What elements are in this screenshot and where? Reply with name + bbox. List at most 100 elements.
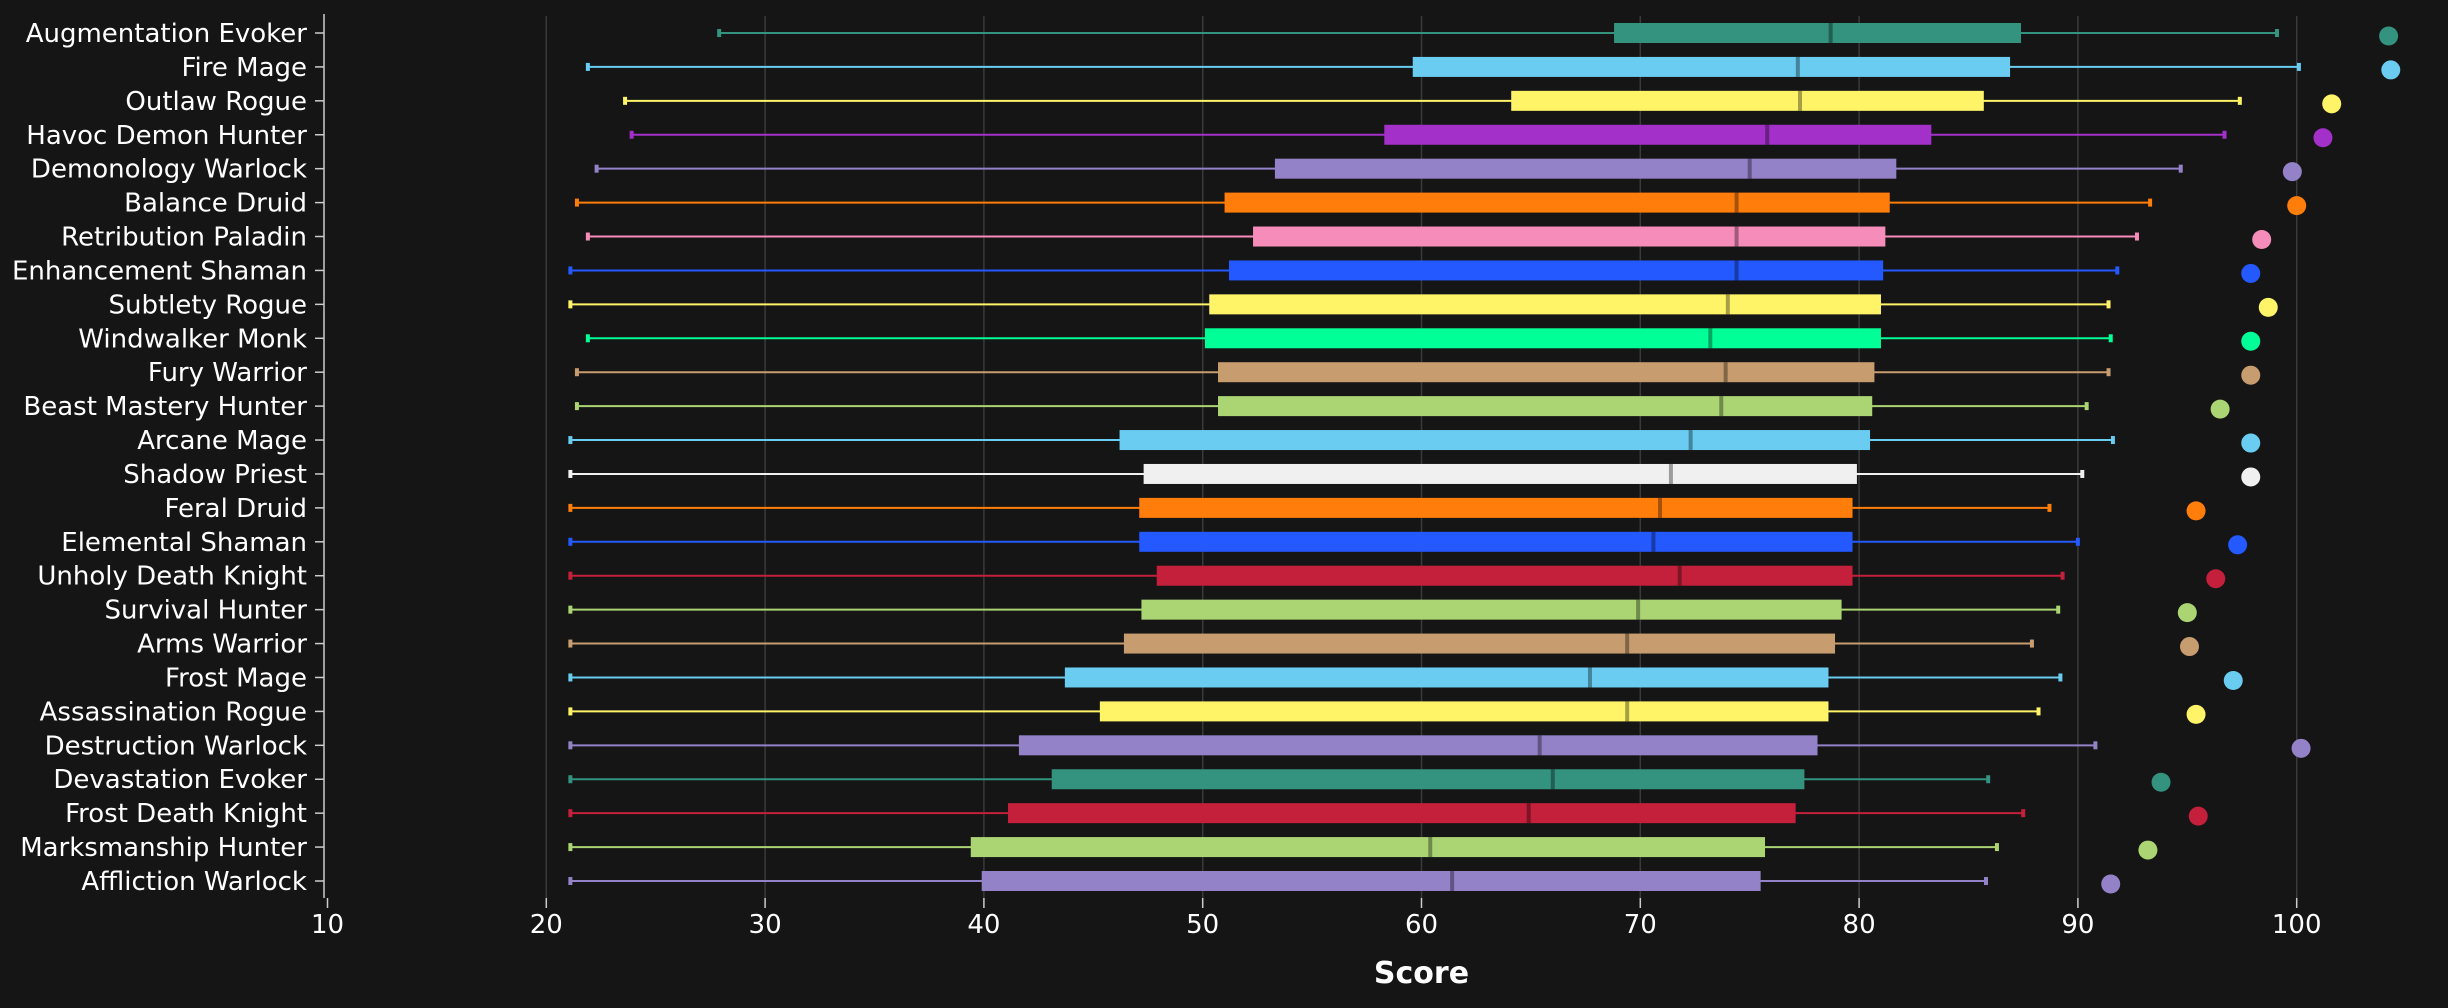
category-label: Affliction Warlock: [81, 867, 307, 897]
iqr-box: [1139, 497, 1853, 518]
category-label: Survival Hunter: [105, 596, 308, 626]
box-row: [717, 23, 2399, 46]
box-row: [585, 328, 2261, 351]
box-row: [568, 463, 2261, 487]
box-row: [568, 565, 2226, 589]
iqr-box: [1064, 667, 1829, 688]
iqr-box: [1228, 260, 1884, 281]
box-row: [568, 701, 2206, 724]
top-score-dot: [2241, 467, 2261, 487]
box-row: [594, 158, 2302, 182]
category-label: Fury Warrior: [148, 358, 307, 388]
category-label: Outlaw Rogue: [125, 87, 307, 117]
box-row: [585, 226, 2272, 250]
category-label: Windwalker Monk: [78, 324, 307, 354]
box-row: [568, 871, 2121, 894]
top-score-dot: [2188, 806, 2208, 826]
top-score-dot: [2282, 162, 2302, 182]
plot-area: [568, 23, 2401, 894]
iqr-box: [1412, 56, 2011, 77]
top-score-dot: [2258, 297, 2278, 317]
iqr-box: [981, 871, 1761, 891]
iqr-box: [1511, 90, 1984, 111]
category-label: Fire Mage: [181, 53, 307, 83]
category-label: Arms Warrior: [137, 630, 307, 660]
iqr-box: [1018, 735, 1818, 756]
box-row: [568, 633, 2199, 657]
box-row: [574, 396, 2230, 419]
x-tick-label: 90: [2061, 910, 2094, 940]
category-label: Unholy Death Knight: [37, 562, 307, 592]
iqr-box: [1218, 396, 1873, 417]
top-score-dot: [2313, 128, 2333, 148]
top-score-dot: [2177, 603, 2197, 623]
box-row: [568, 735, 2311, 758]
top-score-dot: [2381, 60, 2401, 80]
top-score-dot: [2241, 433, 2261, 453]
box-row: [568, 260, 2261, 283]
category-label: Beast Mastery Hunter: [23, 392, 307, 422]
grid-lines: [545, 16, 2298, 898]
iqr-box: [1204, 328, 1881, 349]
iqr-box: [1123, 633, 1836, 654]
iqr-box: [1224, 192, 1890, 213]
x-tick-label: 10: [311, 910, 344, 940]
iqr-box: [1253, 226, 1886, 247]
x-tick-label: 20: [530, 910, 563, 940]
category-label: Shadow Priest: [123, 460, 307, 490]
top-score-dot: [2287, 196, 2307, 216]
category-label: Devastation Evoker: [53, 765, 307, 795]
category-label: Subtlety Rogue: [108, 290, 307, 320]
top-score-dot: [2138, 840, 2158, 860]
box-row: [568, 430, 2261, 453]
iqr-box: [1156, 565, 1853, 586]
top-score-dot: [2186, 501, 2206, 521]
top-score-dot: [2179, 637, 2199, 657]
category-label: Enhancement Shaman: [12, 256, 307, 286]
top-score-dot: [2223, 670, 2243, 690]
x-tick-label: 50: [1186, 910, 1219, 940]
iqr-box: [970, 837, 1766, 858]
box-row: [568, 803, 2208, 826]
category-label: Frost Mage: [165, 663, 307, 693]
box-row: [585, 56, 2401, 80]
x-tick-label: 40: [967, 910, 1000, 940]
box-row: [568, 294, 2278, 317]
top-score-dot: [2210, 399, 2230, 419]
x-axis: 10 20 30 40 50 60 70 80 90 100: [311, 898, 2322, 940]
category-label: Frost Death Knight: [65, 799, 307, 829]
top-score-dot: [2322, 94, 2342, 114]
x-tick-label: 100: [2272, 910, 2322, 940]
box-row: [574, 362, 2261, 385]
category-label: Marksmanship Hunter: [20, 833, 307, 863]
top-score-dot: [2252, 230, 2272, 250]
category-label: Balance Druid: [124, 189, 307, 219]
top-score-dot: [2101, 874, 2121, 894]
box-row: [568, 769, 2171, 792]
iqr-box: [1614, 23, 2022, 43]
top-score-dot: [2379, 26, 2399, 46]
box-row: [574, 192, 2307, 216]
box-row: [568, 497, 2206, 521]
box-row: [568, 837, 2158, 860]
box-row: [568, 531, 2248, 555]
box-row: [568, 599, 2197, 623]
y-axis: Augmentation Evoker Fire Mage Outlaw Rogue…: [12, 14, 325, 898]
category-label: Destruction Warlock: [45, 731, 307, 761]
category-label: Retribution Paladin: [61, 223, 307, 253]
top-score-dot: [2291, 738, 2311, 758]
iqr-box: [1141, 599, 1842, 620]
top-score-dot: [2206, 569, 2226, 589]
iqr-box: [1384, 124, 1932, 145]
iqr-box: [1218, 362, 1875, 383]
category-label: Havoc Demon Hunter: [26, 121, 307, 151]
top-score-dot: [2241, 263, 2261, 283]
x-tick-label: 30: [749, 910, 782, 940]
x-axis-title: Score: [1374, 956, 1469, 991]
top-score-dot: [2186, 704, 2206, 724]
iqr-box: [1209, 294, 1881, 315]
iqr-box: [1274, 158, 1897, 179]
iqr-box: [1099, 701, 1829, 722]
iqr-box: [1139, 531, 1853, 552]
